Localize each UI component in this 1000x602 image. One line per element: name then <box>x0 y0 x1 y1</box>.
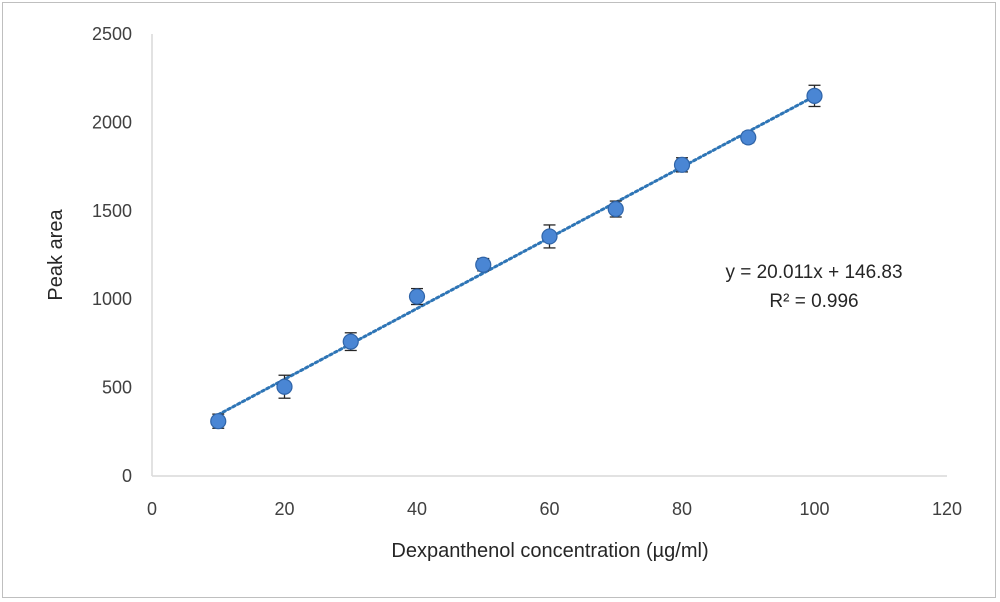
x-axis-title: Dexpanthenol concentration (µg/ml) <box>391 540 708 562</box>
x-tick-labels: 0 20 40 60 80 100 120 <box>147 499 962 519</box>
data-point <box>607 200 624 218</box>
data-points <box>210 87 823 430</box>
r-squared-label: R² = 0.996 <box>769 291 858 312</box>
x-tick-label: 120 <box>932 499 962 519</box>
y-tick-label: 0 <box>122 466 132 486</box>
trendline <box>216 94 816 417</box>
x-tick-label: 80 <box>672 499 692 519</box>
y-tick-label: 2500 <box>92 24 132 44</box>
y-tick-label: 2000 <box>92 112 132 132</box>
data-point <box>210 413 227 430</box>
x-tick-label: 60 <box>539 499 559 519</box>
data-point <box>276 378 293 395</box>
y-tick-label: 500 <box>102 378 132 398</box>
data-point <box>541 228 558 245</box>
x-tick-label: 100 <box>799 499 829 519</box>
y-tick-label: 1000 <box>92 289 132 309</box>
x-tick-label: 0 <box>147 499 157 519</box>
y-tick-label: 1500 <box>92 201 132 221</box>
x-tick-label: 20 <box>274 499 294 519</box>
data-point <box>475 256 492 273</box>
data-point <box>342 333 359 350</box>
data-point <box>806 87 823 104</box>
x-tick-label: 40 <box>407 499 427 519</box>
y-axis-title: Peak area <box>45 209 67 301</box>
data-point <box>673 156 691 173</box>
y-tick-labels: 0 500 1000 1500 2000 2500 <box>92 24 132 486</box>
trendline-equation: y = 20.011x + 146.83 <box>725 262 902 283</box>
data-point <box>408 288 426 305</box>
data-point <box>740 129 757 146</box>
